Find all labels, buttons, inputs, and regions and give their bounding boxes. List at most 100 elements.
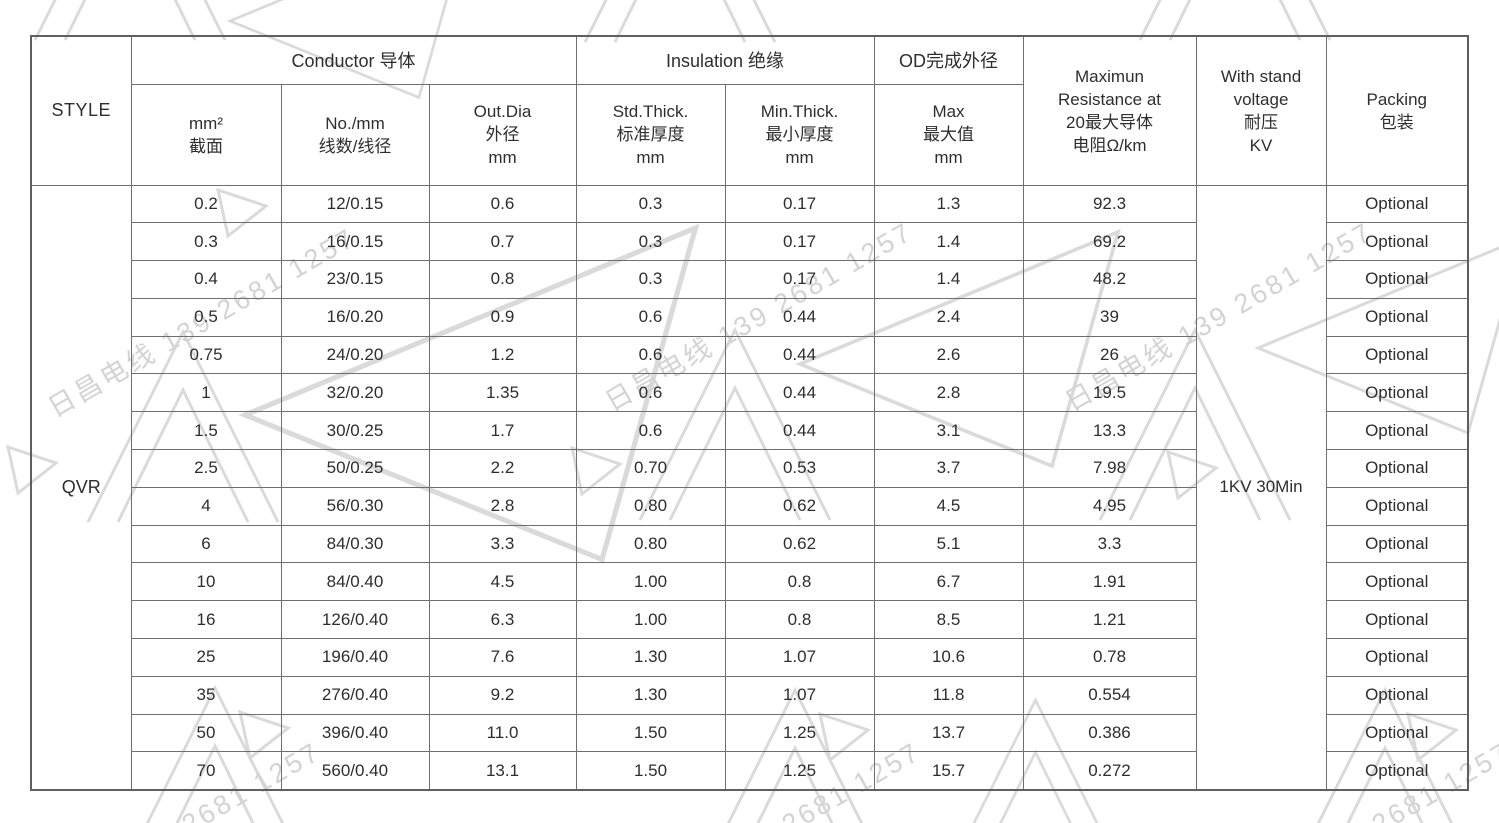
- data-cell: 0.5: [130, 297, 282, 337]
- data-cell: 3.7: [873, 449, 1024, 488]
- header-line: 最小厚度: [765, 125, 834, 144]
- data-cell: 8.5: [873, 600, 1024, 640]
- data-cell: 84/0.40: [280, 562, 430, 602]
- data-cell: 6.3: [428, 600, 577, 640]
- data-cell: 1: [130, 373, 282, 413]
- data-cell: 0.80: [575, 524, 726, 564]
- data-cell: 1.07: [724, 675, 875, 715]
- data-cell: 0.8: [724, 562, 875, 602]
- header-min-thick: Min.Thick. 最小厚度 mm: [724, 83, 875, 186]
- data-cell: 15.7: [873, 751, 1024, 791]
- data-cell: 0.8: [724, 600, 875, 640]
- packing-cell: Optional: [1325, 638, 1469, 677]
- packing-cell: Optional: [1325, 373, 1469, 413]
- data-cell: 1.00: [575, 600, 726, 640]
- header-line: 包装: [1379, 112, 1414, 132]
- data-cell: 1.50: [575, 751, 726, 791]
- data-cell: 19.5: [1022, 373, 1197, 413]
- header-line: 20最大导体: [1066, 112, 1153, 132]
- data-cell: 0.6: [575, 297, 726, 337]
- packing-cell: Optional: [1325, 713, 1469, 753]
- data-cell: 0.80: [575, 486, 726, 526]
- header-cross-section: mm² 截面: [130, 83, 282, 186]
- data-cell: 0.6: [575, 411, 726, 451]
- data-cell: 0.78: [1022, 638, 1197, 677]
- data-cell: 1.5: [130, 411, 282, 451]
- data-cell: 1.4: [873, 222, 1024, 262]
- data-cell: 0.70: [575, 449, 726, 488]
- header-line: No./mm: [325, 113, 385, 133]
- data-cell: 7.98: [1022, 449, 1197, 488]
- data-cell: 13.3: [1022, 411, 1197, 451]
- header-line: Min.Thick.: [760, 102, 839, 121]
- data-cell: 0.62: [724, 524, 875, 564]
- header-line: Maximun: [1075, 66, 1144, 86]
- packing-cell: Optional: [1325, 524, 1469, 564]
- data-cell: 2.2: [428, 449, 577, 488]
- data-cell: 0.6: [575, 335, 726, 375]
- data-cell: 0.44: [724, 335, 875, 375]
- data-cell: 2.8: [428, 486, 577, 526]
- header-line: Std.Thick.: [612, 102, 689, 121]
- data-cell: 25: [130, 638, 282, 677]
- header-line: 电阻Ω/km: [1072, 135, 1147, 155]
- header-line: mm: [636, 148, 665, 167]
- header-insulation-group: Insulation 绝缘: [575, 35, 875, 85]
- data-cell: 23/0.15: [280, 260, 430, 299]
- data-cell: 10.6: [873, 638, 1024, 677]
- data-cell: 1.00: [575, 562, 726, 602]
- data-cell: 12/0.15: [280, 184, 430, 224]
- header-line: voltage: [1233, 89, 1289, 109]
- data-cell: 13.1: [428, 751, 577, 791]
- data-cell: 1.91: [1022, 562, 1197, 602]
- data-cell: 2.5: [130, 449, 282, 488]
- header-strands: No./mm 线数/线径: [280, 83, 430, 186]
- data-cell: 0.4: [130, 260, 282, 299]
- data-cell: 3.1: [873, 411, 1024, 451]
- header-resistance: Maximun Resistance at 20最大导体 电阻Ω/km: [1022, 35, 1197, 186]
- packing-cell: Optional: [1325, 486, 1469, 526]
- data-cell: 0.8: [428, 260, 577, 299]
- data-cell: 0.44: [724, 373, 875, 413]
- data-cell: 0.17: [724, 260, 875, 299]
- header-line: 标准厚度: [616, 125, 685, 144]
- data-cell: 0.3: [575, 184, 726, 224]
- table-row: 10 84/0.40 4.5 1.00 0.8 6.7 1.91 Optional: [31, 562, 1469, 602]
- header-out-dia: Out.Dia 外径 mm: [428, 83, 577, 186]
- packing-cell: Optional: [1325, 335, 1469, 375]
- data-cell: 1.21: [1022, 600, 1197, 640]
- data-cell: 1.30: [575, 675, 726, 715]
- style-value-cell: QVR: [30, 184, 132, 791]
- data-cell: 0.62: [724, 486, 875, 526]
- data-cell: 11.0: [428, 713, 577, 753]
- packing-cell: Optional: [1325, 260, 1469, 299]
- data-cell: 0.272: [1022, 751, 1197, 791]
- data-cell: 0.7: [428, 222, 577, 262]
- header-line: Resistance at: [1058, 89, 1161, 109]
- data-cell: 50/0.25: [280, 449, 430, 488]
- data-cell: 16/0.15: [280, 222, 430, 262]
- data-cell: 92.3: [1022, 184, 1197, 224]
- data-cell: 56/0.30: [280, 486, 430, 526]
- packing-cell: Optional: [1325, 411, 1469, 451]
- header-od-max: Max 最大值 mm: [873, 83, 1024, 186]
- data-cell: 396/0.40: [280, 713, 430, 753]
- data-cell: 24/0.20: [280, 335, 430, 375]
- data-cell: 3.3: [428, 524, 577, 564]
- header-line: Packing: [1366, 89, 1427, 109]
- data-cell: 276/0.40: [280, 675, 430, 715]
- data-cell: 70: [130, 751, 282, 791]
- packing-cell: Optional: [1325, 675, 1469, 715]
- header-group-row: STYLE Conductor 导体 Insulation 绝缘 OD完成外径 …: [30, 35, 1469, 186]
- header-line: mm: [488, 148, 517, 167]
- data-cell: 6.7: [873, 562, 1024, 602]
- data-cell: 7.6: [428, 638, 577, 677]
- data-cell: 5.1: [873, 524, 1024, 564]
- data-cell: 2.6: [873, 335, 1024, 375]
- packing-cell: Optional: [1325, 297, 1469, 337]
- header-line: 最大值: [923, 125, 974, 144]
- data-cell: 0.3: [575, 260, 726, 299]
- data-cell: 16: [130, 600, 282, 640]
- data-cell: 0.6: [428, 184, 577, 224]
